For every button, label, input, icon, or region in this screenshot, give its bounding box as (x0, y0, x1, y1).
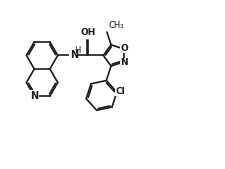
Text: H: H (74, 46, 81, 55)
Text: OH: OH (81, 28, 96, 37)
Text: N: N (30, 91, 38, 101)
Text: N: N (70, 50, 78, 59)
Text: CH₃: CH₃ (108, 21, 124, 30)
Text: O: O (121, 44, 128, 53)
Text: N: N (120, 58, 128, 67)
Text: Cl: Cl (115, 87, 125, 96)
